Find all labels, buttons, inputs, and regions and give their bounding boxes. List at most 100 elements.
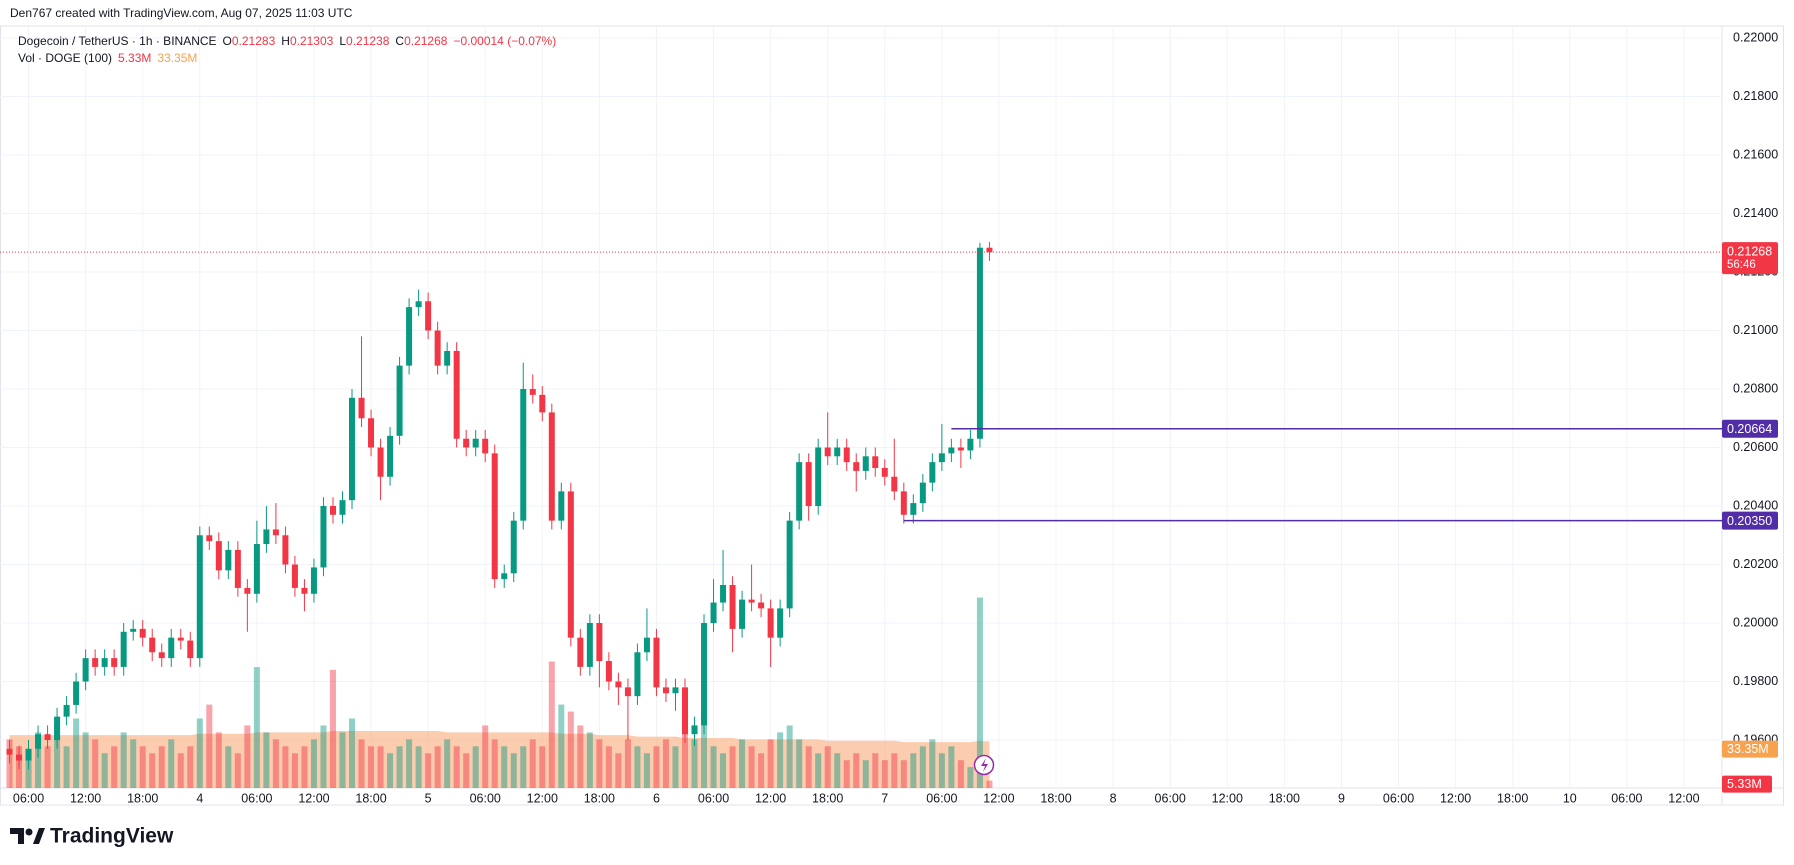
volume-bar	[900, 760, 907, 788]
volume-bar	[786, 725, 793, 788]
candle-body	[101, 658, 108, 667]
plot	[0, 241, 1722, 788]
x-tick-label: 12:00	[1668, 791, 1699, 805]
legend-l: L	[339, 34, 346, 48]
candle-body	[16, 754, 23, 761]
candle-body	[196, 535, 203, 659]
candle-body	[82, 658, 89, 682]
volume-bar	[377, 746, 384, 788]
x-tick-label: 06:00	[13, 791, 44, 805]
volume-bar	[834, 753, 841, 788]
volume-bar	[187, 746, 194, 788]
candle-body	[643, 637, 650, 653]
candle-body	[853, 462, 860, 471]
volume-bar	[634, 746, 641, 788]
volume-bar	[434, 746, 441, 788]
volume-ma-tag	[1722, 740, 1778, 758]
volume-bar	[130, 739, 137, 788]
candle-body	[824, 447, 831, 457]
volume-bar	[168, 739, 175, 788]
candle-body	[796, 462, 803, 521]
candle-body	[739, 599, 746, 629]
candle-body	[986, 247, 993, 253]
candle-body	[139, 628, 146, 638]
candle-body	[520, 389, 527, 521]
brand: TradingView	[50, 825, 174, 848]
candle-body	[453, 350, 460, 439]
volume-bar	[910, 753, 917, 788]
y-tick-label: 0.20600	[1733, 440, 1778, 454]
candle-body	[653, 637, 660, 688]
x-tick-label: 10	[1563, 791, 1577, 805]
volume-bar	[891, 753, 898, 788]
x-tick-label: 06:00	[1611, 791, 1642, 805]
volume-legend-ma: 33.35M	[157, 51, 197, 65]
volume-bar	[310, 739, 317, 788]
volume-bar	[758, 753, 765, 788]
volume-bar	[482, 725, 489, 788]
volume-bar	[872, 753, 879, 788]
candle-body	[891, 476, 898, 492]
candle-body	[919, 482, 926, 504]
volume-bar	[244, 725, 251, 788]
volume-bar	[957, 760, 964, 788]
candle-body	[805, 462, 812, 507]
x-tick-label: 12:00	[1440, 791, 1471, 805]
volume-bar	[643, 753, 650, 788]
volume-bar	[881, 760, 888, 788]
volume-bar	[976, 597, 983, 788]
candle-body	[63, 704, 70, 717]
candle-body	[177, 637, 184, 641]
brand-logo	[10, 828, 45, 844]
volume-bar	[701, 725, 708, 788]
legend-open: 0.21283	[232, 34, 276, 48]
candle-body	[729, 584, 736, 629]
candle-body	[815, 447, 822, 507]
x-tick-label: 18:00	[127, 791, 158, 805]
candle-body	[491, 453, 498, 580]
volume-bar	[387, 753, 394, 788]
x-tick-label: 06:00	[698, 791, 729, 805]
volume-bar	[196, 718, 203, 788]
y-tick-label: 0.21600	[1733, 147, 1778, 161]
volume-bar	[320, 725, 327, 788]
candle-body	[681, 687, 688, 735]
candle-body	[358, 397, 365, 419]
x-tick-label: 06:00	[1383, 791, 1414, 805]
candle-body	[976, 247, 983, 439]
volume-bar	[339, 732, 346, 788]
legend-o: O	[223, 34, 232, 48]
volume-bar	[225, 746, 232, 788]
volume-bar	[282, 746, 289, 788]
x-tick-label: 06:00	[241, 791, 272, 805]
x-tick-label: 9	[1338, 791, 1345, 805]
candle-body	[938, 453, 945, 463]
volume-bar	[425, 753, 432, 788]
volume-bar	[520, 746, 527, 788]
volume-legend: Vol · DOGE (100) 5.33M 33.35M	[18, 51, 197, 65]
volume-tag-label: 5.33M	[1727, 777, 1762, 791]
candle-body	[634, 652, 641, 697]
candle-body	[910, 503, 917, 515]
volume-bar	[263, 732, 270, 788]
candle-body	[339, 500, 346, 515]
y-tick-label: 0.19800	[1733, 674, 1778, 688]
candle-body	[206, 535, 213, 542]
volume-bar	[748, 746, 755, 788]
volume-bar	[862, 760, 869, 788]
volume-bar	[6, 739, 13, 788]
x-tick-label: 12:00	[70, 791, 101, 805]
legend-line: Dogecoin / TetherUS · 1h · BINANCE O0.212…	[18, 34, 556, 48]
volume-bar	[234, 753, 241, 788]
candle-body	[957, 447, 964, 451]
candle-body	[92, 658, 99, 667]
volume-bar	[396, 746, 403, 788]
volume-bar	[349, 718, 356, 788]
volume-bar	[54, 725, 61, 788]
y-tick-label: 0.20000	[1733, 615, 1778, 629]
candle-body	[396, 365, 403, 436]
x-tick-label: 8	[1110, 791, 1117, 805]
volume-tag	[1722, 775, 1772, 793]
x-tick-label: 5	[425, 791, 432, 805]
candle-body	[662, 687, 669, 694]
